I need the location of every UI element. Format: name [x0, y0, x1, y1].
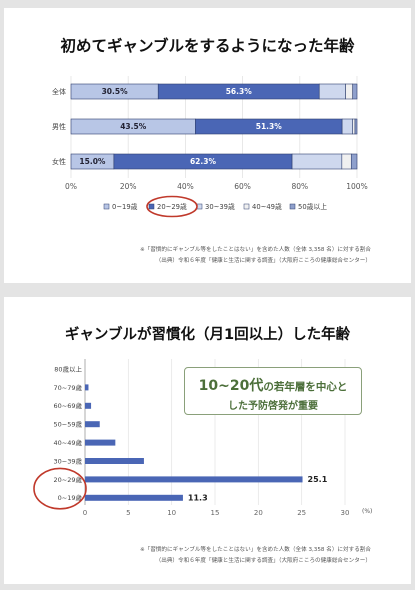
category-label: 50~59歳 — [54, 420, 83, 429]
x-tick-label: 0% — [65, 182, 77, 191]
x-tick-label: 5 — [126, 509, 130, 517]
legend-label: 20~29歳 — [157, 202, 187, 211]
bar-segment — [341, 118, 354, 135]
highlight-circle — [33, 467, 87, 510]
x-tick-label: 0 — [83, 509, 87, 517]
bar-segment — [345, 83, 354, 100]
legend-label: 30~39歳 — [205, 202, 235, 211]
data-label: 30.5% — [102, 87, 129, 96]
data-label: 15.0% — [79, 157, 106, 166]
legend-swatch — [243, 203, 250, 210]
horizontal-bar-chart: 0 5 10 15 20 25 30 80歳以上 70~79歳 60~69歳 50~59歳 40~49… — [33, 359, 350, 517]
bar — [85, 458, 144, 464]
footnote: ※「習慣的にギャンブル等をしたことはない」を含めた人数（全体 3,358 名）に… — [139, 547, 371, 553]
legend-label: 50歳以上 — [298, 202, 327, 211]
chart-title: 初めてギャンブルをするようになった年齢 — [60, 37, 355, 55]
category-label: 40~49歳 — [54, 438, 83, 447]
category-label: 女性 — [52, 157, 66, 166]
category-label: 0~19歳 — [58, 493, 83, 502]
x-tick-label: 40% — [177, 182, 194, 191]
bar — [85, 421, 100, 428]
footnote: ※「習慣的にギャンブル等をしたことはない」を含めた人数（全体 3,358 名）に… — [139, 247, 371, 253]
x-tick-label: 100% — [346, 182, 367, 191]
category-label: 70~79歳 — [54, 383, 83, 392]
data-label: 25.1 — [308, 475, 328, 484]
highlight-circle — [146, 195, 198, 218]
callout-highlight: 10~20代 — [198, 378, 264, 394]
bar — [85, 439, 116, 446]
category-label: 80歳以上 — [54, 364, 82, 373]
legend-label: 40~49歳 — [252, 202, 282, 211]
legend-swatch — [289, 203, 296, 210]
legend-label: 0~19歳 — [112, 202, 138, 211]
x-tick-label: 80% — [291, 182, 308, 191]
bar — [85, 384, 89, 391]
bar-segment — [352, 118, 356, 135]
category-label: 男性 — [52, 122, 66, 131]
category-label: 20~29歳 — [54, 475, 83, 484]
x-tick-label: 30 — [341, 509, 350, 517]
axis-unit: (%) — [362, 508, 373, 515]
legend-swatch — [103, 203, 110, 210]
bar — [85, 402, 92, 409]
chart-panel-first-gambling-age: 初めてギャンブルをするようになった年齢 0% 20% 40% 60% 80% 100% 全体… — [4, 8, 411, 283]
x-tick-label: 60% — [234, 182, 251, 191]
legend-swatch — [148, 203, 155, 210]
x-tick-label: 10 — [167, 509, 176, 517]
category-label: 60~69歳 — [54, 401, 83, 410]
x-tick-label: 20 — [254, 509, 263, 517]
chart-title: ギャンブルが習慣化（月1回以上）した年齢 — [64, 327, 351, 343]
bar-segment — [352, 83, 358, 100]
callout-box: 10~20代の若年層を中心と した予防啓発が重要 — [184, 367, 362, 415]
data-label: 11.3 — [188, 494, 208, 503]
x-tick-label: 15 — [211, 509, 220, 517]
data-label: 62.3% — [190, 157, 217, 166]
x-tick-label: 20% — [120, 182, 137, 191]
bar-segment — [354, 118, 358, 135]
bar — [85, 476, 303, 483]
data-label: 51.3% — [256, 122, 283, 131]
x-tick-label: 25 — [297, 509, 306, 517]
chart-panel-habit-age: ギャンブルが習慣化（月1回以上）した年齢 0 5 10 15 20 25 30 80歳以上 70… — [4, 297, 411, 584]
bar — [85, 494, 183, 501]
callout-text-line2: した予防啓発が重要 — [228, 401, 318, 412]
data-label: 43.5% — [120, 122, 147, 131]
category-label: 30~39歳 — [54, 456, 83, 465]
bar-segment — [318, 83, 346, 100]
data-label: 56.3% — [226, 87, 253, 96]
source-note: （出典）令和６年度「健康と生活に関する調査」（大阪府こころの健康総合センター） — [155, 558, 371, 564]
category-label: 全体 — [52, 87, 66, 96]
stacked-bar-chart: 0% 20% 40% 60% 80% 100% 全体 30.5% 56.3% 男性 43.5% 51.… — [52, 76, 368, 218]
bar-segment — [350, 153, 358, 170]
bar-segment — [341, 153, 352, 170]
callout-text: の若年層を中心と — [263, 381, 348, 393]
source-note: （出典）令和６年度「健康と生活に関する調査」（大阪府こころの健康総合センター） — [155, 258, 371, 264]
bar-segment — [291, 153, 343, 170]
